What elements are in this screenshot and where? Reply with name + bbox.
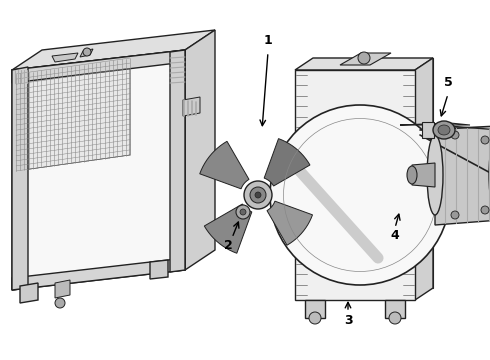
Circle shape [481,206,489,214]
Circle shape [309,312,321,324]
Circle shape [389,312,401,324]
Polygon shape [16,58,130,171]
Polygon shape [305,300,325,318]
Circle shape [451,211,459,219]
Polygon shape [295,70,415,300]
Polygon shape [295,58,433,70]
Ellipse shape [489,130,490,220]
Polygon shape [204,204,252,253]
Polygon shape [52,53,78,62]
Text: 1: 1 [264,33,272,46]
Circle shape [83,48,91,56]
Polygon shape [200,141,249,189]
Polygon shape [183,97,200,116]
Polygon shape [185,30,215,270]
Polygon shape [20,283,38,303]
Text: 5: 5 [443,76,452,89]
Polygon shape [385,300,405,318]
Circle shape [55,298,65,308]
Ellipse shape [433,121,455,139]
Polygon shape [340,53,391,65]
Polygon shape [313,58,433,288]
Polygon shape [267,201,313,245]
Circle shape [358,52,370,64]
Polygon shape [435,125,490,225]
Circle shape [244,181,272,209]
Polygon shape [150,260,168,279]
Text: 4: 4 [391,229,399,242]
Polygon shape [170,50,185,272]
Ellipse shape [407,166,417,184]
Polygon shape [264,139,310,186]
Circle shape [255,192,261,198]
Polygon shape [80,49,93,57]
Ellipse shape [427,135,443,215]
Ellipse shape [438,125,450,135]
Circle shape [270,105,450,285]
Circle shape [451,131,459,139]
Polygon shape [12,50,185,290]
Circle shape [240,209,246,215]
Polygon shape [12,50,185,83]
Circle shape [236,205,250,219]
Polygon shape [415,58,433,300]
Circle shape [481,136,489,144]
Polygon shape [422,122,434,138]
Circle shape [250,187,266,203]
Polygon shape [12,67,28,290]
Polygon shape [12,258,185,290]
Text: 2: 2 [223,239,232,252]
Text: 3: 3 [343,314,352,327]
Polygon shape [12,30,215,70]
Polygon shape [412,163,435,187]
Polygon shape [55,280,70,298]
Polygon shape [400,123,470,125]
